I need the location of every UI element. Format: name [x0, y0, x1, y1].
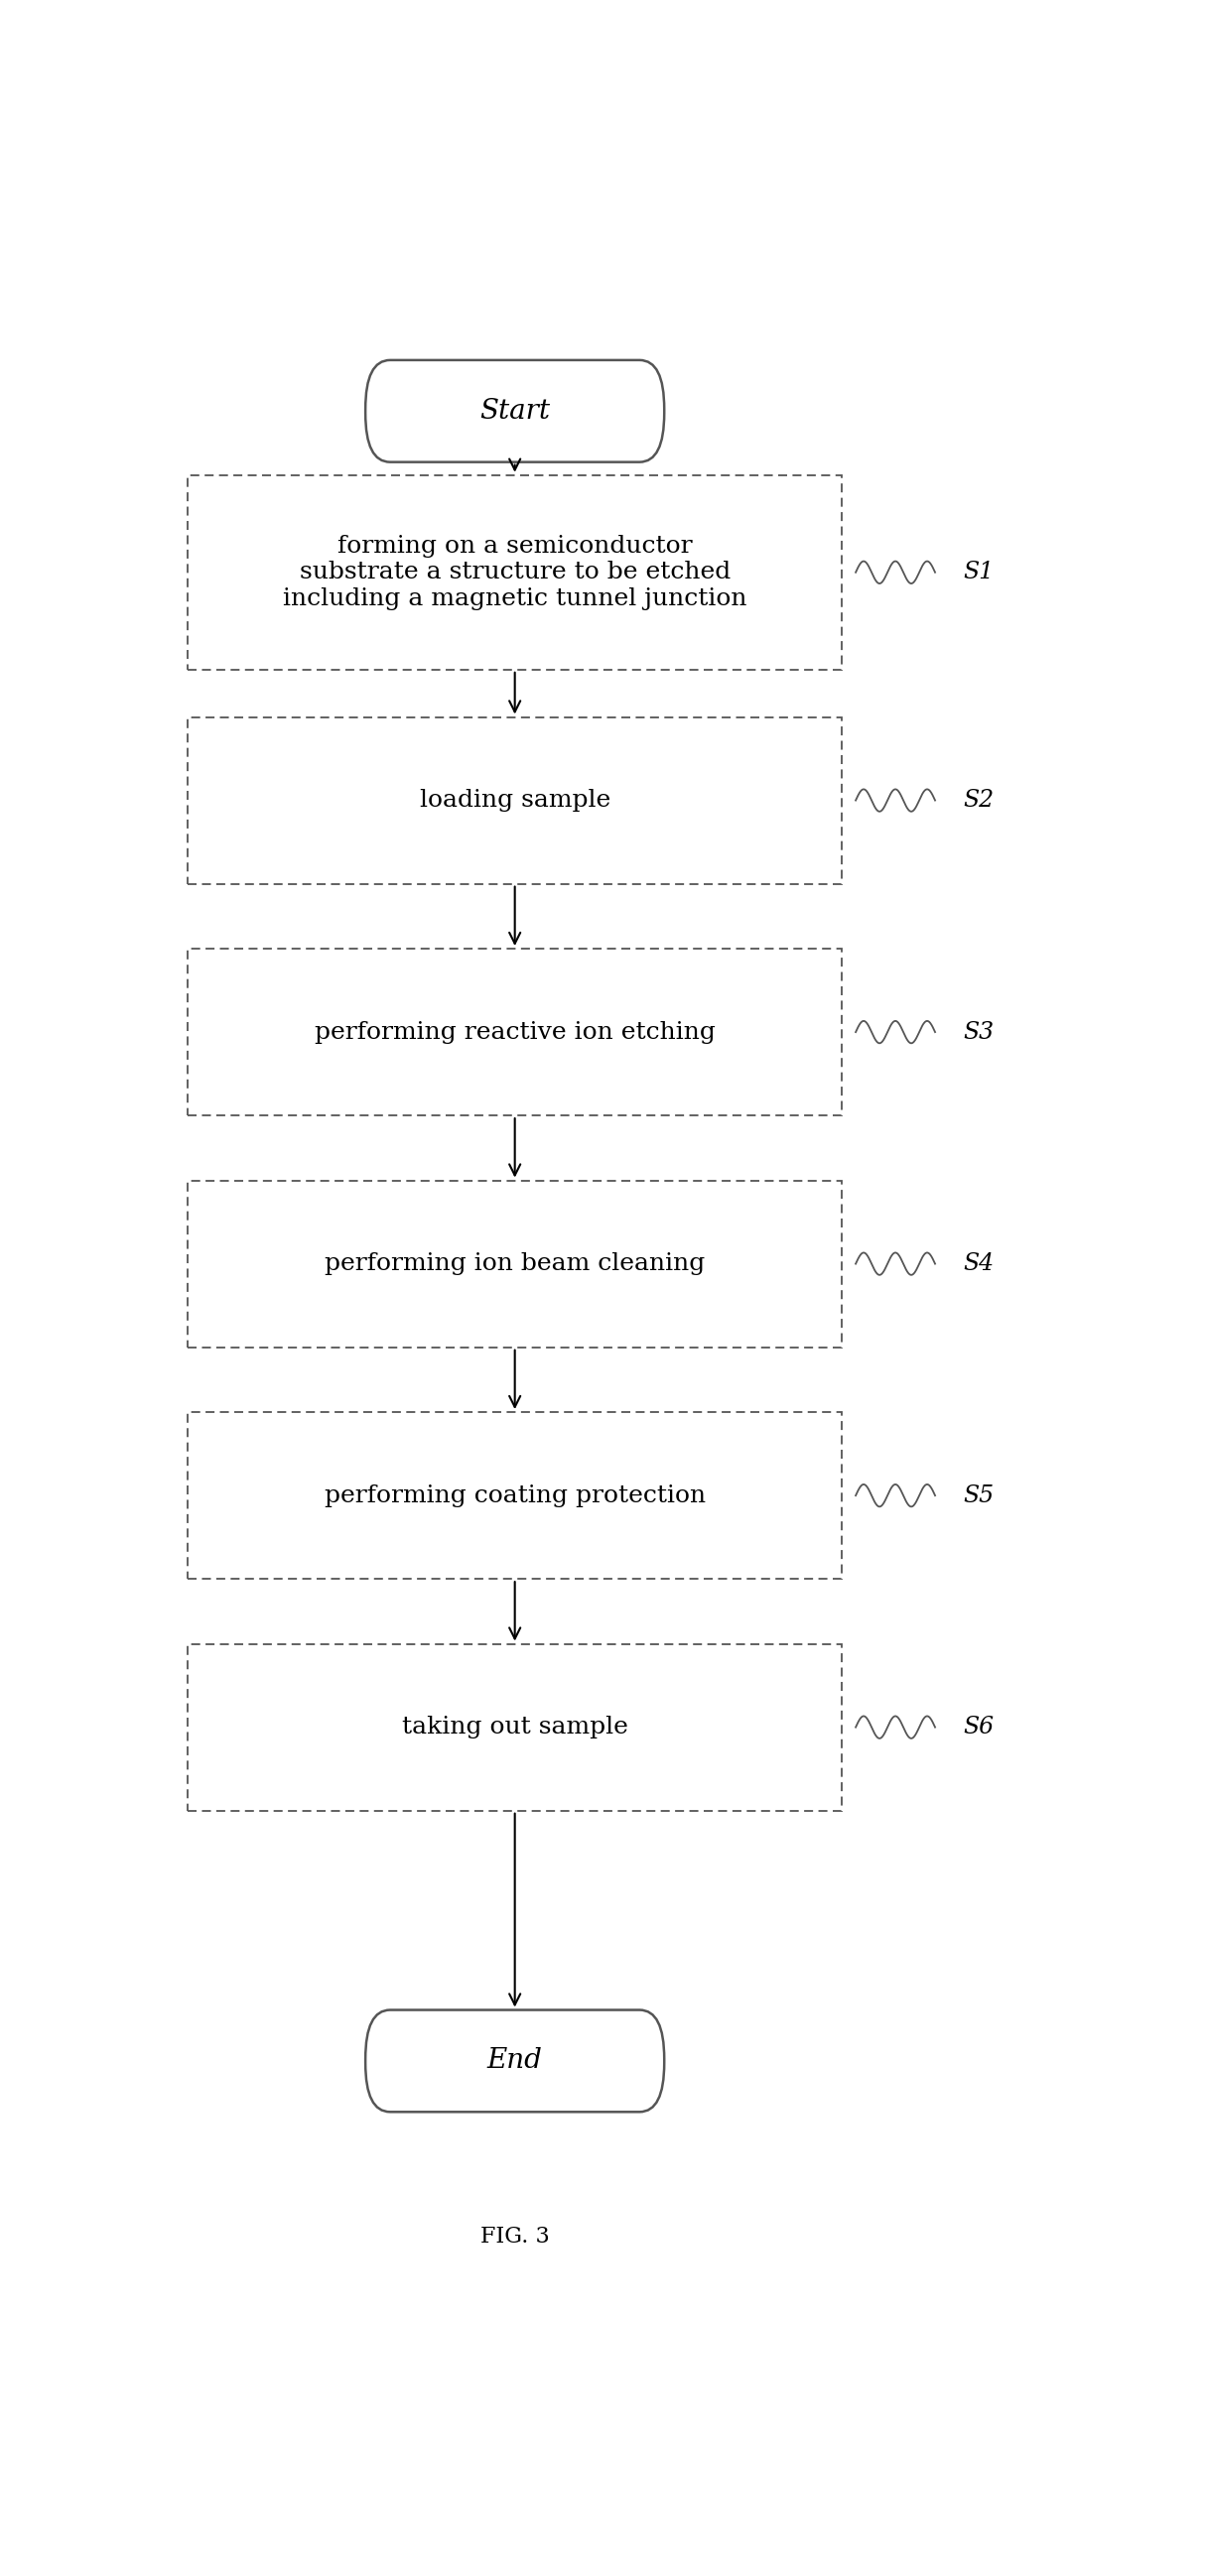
Text: performing ion beam cleaning: performing ion beam cleaning: [324, 1252, 705, 1275]
Bar: [188, 716, 841, 884]
Text: S4: S4: [963, 1252, 994, 1275]
FancyBboxPatch shape: [365, 361, 664, 461]
Text: loading sample: loading sample: [419, 788, 610, 811]
Text: S3: S3: [963, 1020, 994, 1043]
Text: S2: S2: [963, 788, 994, 811]
Bar: [188, 1412, 841, 1579]
Text: S1: S1: [963, 562, 994, 585]
Text: S6: S6: [963, 1716, 994, 1739]
Bar: [188, 1180, 841, 1347]
Bar: [188, 474, 841, 670]
Bar: [188, 948, 841, 1115]
Text: taking out sample: taking out sample: [401, 1716, 628, 1739]
Text: Start: Start: [480, 397, 549, 425]
Text: S5: S5: [963, 1484, 994, 1507]
FancyBboxPatch shape: [365, 2009, 664, 2112]
Text: FIG. 3: FIG. 3: [481, 2226, 549, 2249]
Text: performing coating protection: performing coating protection: [324, 1484, 705, 1507]
Bar: [188, 1643, 841, 1811]
Text: performing reactive ion etching: performing reactive ion etching: [315, 1020, 716, 1043]
Text: forming on a semiconductor
substrate a structure to be etched
including a magnet: forming on a semiconductor substrate a s…: [283, 536, 747, 611]
Text: End: End: [487, 2048, 542, 2074]
